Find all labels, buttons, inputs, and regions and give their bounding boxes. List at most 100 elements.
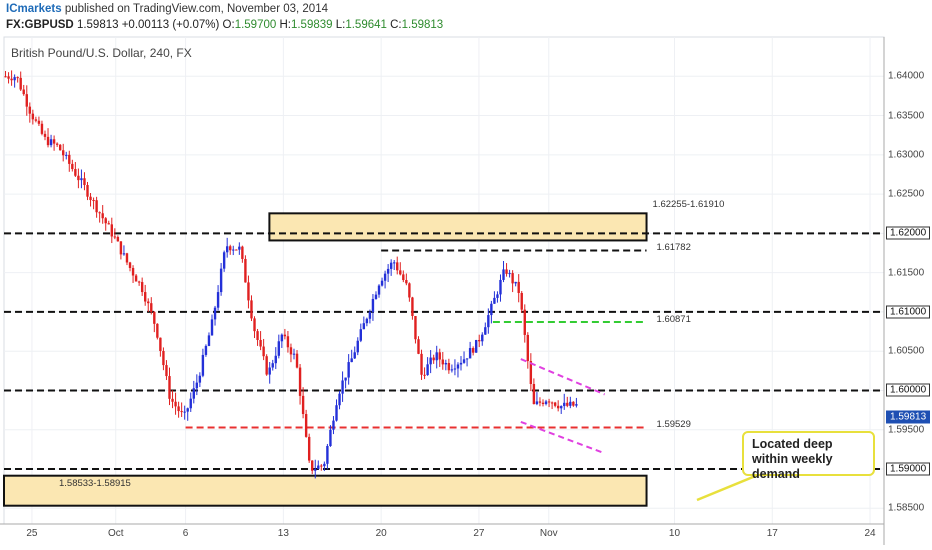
candle-up [468, 348, 472, 359]
candle-up [326, 445, 329, 464]
candle-up [481, 334, 484, 342]
chart-title: British Pound/U.S. Dollar, 240, FX [11, 46, 192, 60]
candle-down [125, 253, 129, 263]
candle-down [532, 384, 536, 405]
candle-up [459, 362, 463, 365]
candle-down [77, 175, 80, 181]
candle-up [122, 253, 126, 255]
candle-down [180, 411, 183, 413]
published-text: published on TradingView.com, November 0… [61, 3, 328, 15]
supply-demand-zone [268, 212, 648, 242]
candle-up [368, 311, 372, 319]
candle-down [101, 213, 104, 219]
candle-down [244, 258, 247, 283]
candle-down [447, 362, 451, 371]
candle-up [332, 420, 335, 430]
candle-up [496, 294, 499, 298]
candle-down [95, 200, 98, 213]
candle-down [423, 374, 426, 376]
candle-up [65, 154, 68, 156]
candle-up [393, 262, 396, 264]
last-price: 1.59813 [76, 19, 119, 31]
candle-down [43, 133, 47, 137]
candle-down [438, 352, 441, 360]
candle-down [547, 401, 551, 403]
candle-up [560, 406, 563, 409]
candle-up [225, 246, 229, 253]
candle-up [329, 429, 332, 446]
plot-area [3, 36, 885, 525]
candle-up [192, 388, 195, 399]
candle-down [262, 346, 265, 357]
candle-down [147, 301, 150, 304]
candle-down [417, 339, 420, 354]
candle-up [444, 362, 448, 365]
candle-down [256, 331, 259, 340]
candle-down [566, 402, 569, 406]
candle-down [177, 406, 180, 412]
candle-up [544, 401, 548, 405]
candle-up [359, 329, 362, 341]
candle-up [238, 246, 241, 250]
candle-down [241, 246, 244, 259]
candle-down [289, 347, 293, 355]
candle-up [341, 380, 344, 394]
open-value: 1.59700 [234, 19, 277, 31]
candle-up [186, 408, 189, 412]
candle-down [414, 315, 417, 340]
candle-down [140, 282, 144, 293]
candle-down [511, 273, 514, 284]
candle-up [377, 285, 381, 295]
candle-down [411, 297, 414, 316]
candle-up [222, 252, 226, 269]
open-key: O: [222, 19, 235, 31]
candle-down [286, 336, 290, 348]
candle-up [563, 402, 566, 407]
candle-down [128, 262, 132, 268]
low-value: 1.59641 [345, 19, 387, 31]
brand-link[interactable]: ICmarkets [6, 3, 62, 15]
candle-down [311, 460, 314, 471]
candle-up [508, 273, 511, 275]
candle-down [253, 318, 256, 332]
candle-up [198, 375, 202, 383]
candle-up [389, 262, 393, 269]
low-key: L: [335, 19, 346, 31]
demand-annotation: Located deep within weekly demand [742, 431, 875, 481]
candle-down [301, 395, 305, 415]
candle-down [405, 280, 408, 284]
ohlc-line: FX:GBPUSD 1.59813 +0.00113 (+0.07%) O:1.… [6, 19, 443, 31]
candle-up [317, 465, 320, 469]
candle-down [104, 218, 107, 224]
candle-down [283, 334, 287, 337]
candle-up [429, 357, 432, 365]
candle-up [213, 307, 217, 320]
candle-down [116, 236, 120, 242]
candle-down [150, 303, 153, 312]
candle-down [553, 402, 557, 406]
candle-down [517, 281, 520, 294]
candle-up [426, 364, 429, 376]
candle-up [499, 279, 502, 295]
candle-up [365, 318, 369, 324]
candle-up [201, 354, 205, 376]
candle-down [98, 212, 101, 214]
candle-down [55, 143, 59, 145]
candle-down [505, 269, 508, 274]
candle-down [432, 357, 435, 361]
candle-up [183, 411, 186, 413]
candle-up [465, 358, 469, 360]
candle-down [7, 76, 10, 79]
symbol-label[interactable]: FX:GBPUSD [6, 19, 74, 31]
channel-line [520, 420, 605, 455]
candle-up [189, 398, 192, 409]
candle-down [83, 178, 86, 186]
candle-up [371, 298, 375, 312]
candle-up [207, 335, 211, 346]
candle-up [569, 401, 572, 406]
candle-down [19, 77, 22, 90]
candle-down [265, 356, 268, 375]
candle-up [335, 405, 338, 421]
candle-down [529, 361, 533, 385]
